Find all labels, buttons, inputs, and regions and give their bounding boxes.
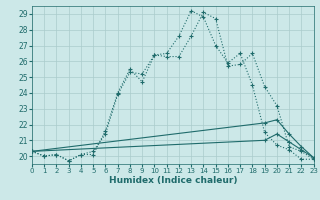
X-axis label: Humidex (Indice chaleur): Humidex (Indice chaleur) [108,176,237,185]
